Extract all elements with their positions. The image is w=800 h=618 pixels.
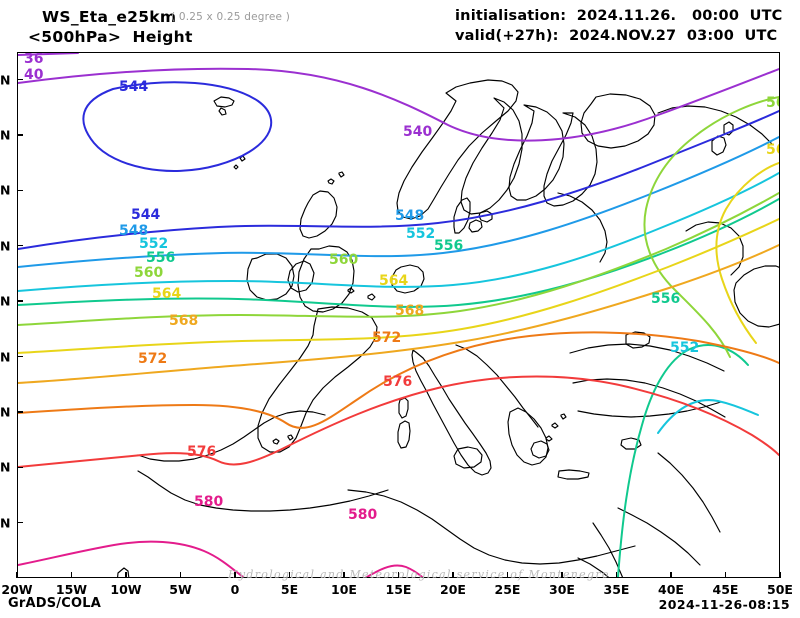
contour-label: 552 [139,236,168,252]
x-axis-tick [16,572,18,578]
contour-layer [18,53,779,577]
contour-label: 540 [403,124,432,140]
y-axis-tick-label: N [0,127,11,143]
x-axis-tick-label: 15W [55,582,88,597]
x-axis-tick-label: 20W [1,582,33,597]
x-axis-tick-label: 5W [169,582,192,597]
y-axis-tick [17,189,23,192]
contour-label: 560 [134,265,163,281]
x-axis-tick-label: 5E [280,582,299,597]
x-axis-tick [343,572,345,578]
x-axis-tick-label: 30E [549,582,575,597]
grads-credit-label: GrADS/COLA [8,596,101,611]
y-axis-tick [17,78,23,81]
y-axis-tick [17,466,23,468]
contour-label: 552 [670,340,699,356]
x-axis-tick [561,572,563,578]
contour-label: 560 [329,252,358,268]
contour-label: 576 [383,374,412,390]
y-axis-tick-label: N [0,404,11,420]
y-axis-tick-label: N [0,293,11,309]
y-axis-tick [17,521,23,524]
x-axis-tick [615,572,618,578]
contour-label: 556 [651,291,680,307]
y-axis-tick [17,300,23,302]
contour-label: 40 [24,67,44,83]
x-axis-tick [670,572,672,578]
x-axis-tick [179,572,182,578]
y-axis-tick [17,245,23,247]
y-axis-tick [17,134,23,136]
x-axis-tick-label: 0 [230,582,240,597]
x-axis-tick-label: 40E [658,582,684,597]
contour-label: 56 [766,95,779,111]
x-axis-tick-label: 45E [712,582,739,597]
contour-label: 552 [406,226,435,242]
y-axis-tick-label: N [0,515,11,531]
x-axis-tick [234,572,236,578]
x-axis-tick [397,572,400,578]
contour-label: 580 [348,507,377,523]
contour-label: 548 [119,223,148,239]
initialisation-time-label: initialisation: 2024.11.26. 00:00 UTC [455,8,783,24]
contour-label: 556 [434,238,463,254]
contour-label: 568 [169,313,198,329]
contour-label: 556 [146,250,175,266]
x-axis-tick [779,572,781,578]
contour-label: 36 [24,53,43,67]
field-level-label: <500hPa> Height [28,28,193,46]
contour-label: 580 [194,494,223,510]
generation-timestamp-label: 2024-11-26-08:15 [658,597,790,612]
x-axis-tick-label: 15E [385,582,412,597]
x-axis-tick [724,572,727,578]
valid-time-label: valid(+27h): 2024.NOV.27 03:00 UTC [455,28,778,44]
x-axis-tick [288,572,291,578]
contour-label: 548 [395,208,424,224]
y-axis-tick-label: N [0,349,11,365]
x-axis-tick-label: 50E [767,582,793,597]
x-axis-tick-label: 35E [603,582,630,597]
x-axis-tick-label: 20E [440,582,466,597]
x-axis-tick-label: 25E [494,582,521,597]
contour-label: 568 [395,303,424,319]
model-resolution-label: ( 0.25 x 0.25 degree ) [171,11,291,23]
coastline-layer [117,79,779,577]
y-axis-tick [17,411,23,413]
contour-label: 544 [131,207,160,223]
y-axis-tick-label: N [0,72,11,88]
x-axis-tick [70,572,73,578]
contour-label: 576 [187,444,216,460]
contour-label: 572 [138,351,167,367]
watermark-text: Hydrological and Meteorological service … [228,568,610,581]
model-name-label: WS_Eta_e25km [42,8,177,26]
y-axis-tick-label: N [0,182,11,198]
x-axis-tick-label: 10W [110,582,142,597]
x-axis-tick [506,572,509,578]
contour-label: 56 [766,142,779,158]
y-axis-tick-label: N [0,459,11,475]
x-axis-tick [452,572,454,578]
contour-label-layer: 36 40 544 540 544 548 552 556 548 552 55… [24,53,779,523]
contour-map-plot: 36 40 544 540 544 548 552 556 548 552 55… [17,52,780,578]
contour-label: 544 [119,79,148,95]
map-svg: 36 40 544 540 544 548 552 556 548 552 55… [18,53,779,577]
contour-label: 564 [379,273,408,289]
x-axis-tick-label: 10E [331,582,357,597]
contour-label: 572 [372,330,401,346]
y-axis-tick-label: N [0,238,11,254]
contour-label: 564 [152,286,181,302]
x-axis-tick [125,572,127,578]
y-axis-tick [17,355,23,358]
